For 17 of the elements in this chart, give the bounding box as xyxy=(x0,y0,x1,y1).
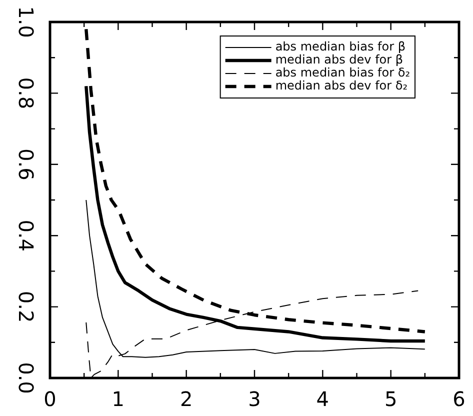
y-tick-label: 0.4 xyxy=(14,220,38,252)
x-tick-label: 3 xyxy=(248,387,261,412)
x-tick-label: 6 xyxy=(452,387,466,412)
legend-label: abs median bias for β xyxy=(275,40,406,54)
y-tick-label: 1.0 xyxy=(14,6,38,38)
y-tick-label: 0.6 xyxy=(14,148,38,180)
x-tick-label: 0 xyxy=(44,387,56,412)
legend-label: abs median bias for δ₂ xyxy=(275,66,410,80)
y-tick-label: 0.2 xyxy=(14,290,38,323)
y-tick-label: 0.8 xyxy=(14,77,38,110)
legend-label: median abs dev for β xyxy=(275,52,404,67)
x-tick-label: 2 xyxy=(180,387,193,412)
x-tick-label: 4 xyxy=(316,387,330,412)
x-tick-label: 1 xyxy=(112,387,125,412)
x-tick-label: 5 xyxy=(384,387,398,412)
y-tick-label: 0.0 xyxy=(14,362,38,394)
legend-label: median abs dev for δ₂ xyxy=(275,78,408,93)
